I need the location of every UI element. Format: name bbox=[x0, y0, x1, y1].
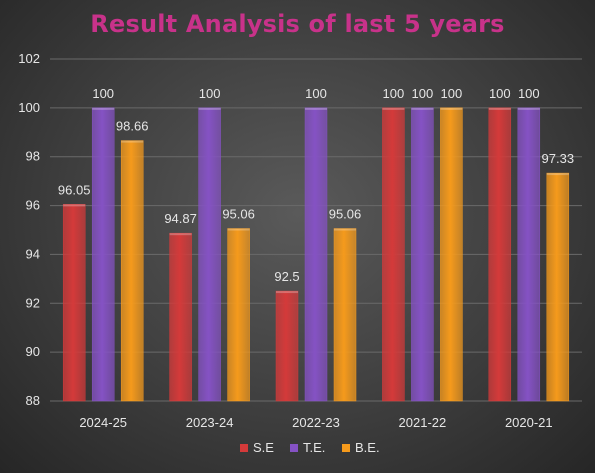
data-label: 100 bbox=[518, 86, 540, 101]
y-tick-label: 94 bbox=[26, 246, 40, 261]
bar-cap bbox=[92, 107, 115, 110]
data-label: 92.5 bbox=[274, 269, 299, 284]
data-label: 97.33 bbox=[542, 151, 575, 166]
y-tick-label: 88 bbox=[26, 393, 40, 408]
bar-te-2021-22 bbox=[411, 107, 434, 402]
bar-cap bbox=[334, 228, 356, 231]
y-tick-label: 98 bbox=[26, 149, 40, 164]
data-label: 100 bbox=[305, 86, 327, 101]
bar-cap bbox=[121, 140, 144, 143]
bar-se-2021-22 bbox=[382, 107, 405, 402]
bar-se-2024-25 bbox=[62, 204, 86, 402]
legend-item-be: B.E. bbox=[342, 440, 380, 455]
data-label: 100 bbox=[489, 86, 511, 101]
data-label: 95.06 bbox=[222, 207, 255, 222]
data-label: 96.05 bbox=[58, 182, 91, 197]
data-label: 100 bbox=[383, 86, 405, 101]
bar-cap bbox=[517, 107, 540, 110]
legend-swatch bbox=[240, 444, 248, 452]
bar-cap bbox=[63, 204, 86, 207]
bar-se-2023-24 bbox=[169, 232, 192, 402]
data-label: 100 bbox=[199, 86, 221, 101]
bar-cap bbox=[276, 291, 298, 294]
bar-cap bbox=[546, 173, 569, 176]
bar-cap bbox=[440, 107, 463, 110]
y-tick-label: 100 bbox=[18, 100, 40, 115]
legend-item-te: T.E. bbox=[290, 440, 325, 455]
x-tick-label: 2020-21 bbox=[505, 415, 553, 430]
bar-cap bbox=[305, 107, 327, 110]
bar-cap bbox=[198, 107, 221, 110]
data-label: 100 bbox=[412, 86, 434, 101]
bar-se-2020-21 bbox=[488, 107, 512, 402]
bar-be-2020-21 bbox=[546, 172, 570, 402]
data-label: 94.87 bbox=[164, 211, 197, 226]
bar-cap bbox=[227, 228, 250, 231]
bar-cap bbox=[382, 107, 405, 110]
bar-cap bbox=[488, 107, 511, 110]
data-label: 100 bbox=[441, 86, 463, 101]
legend-swatch bbox=[290, 444, 298, 452]
bar-te-2024-25 bbox=[91, 107, 115, 402]
bar-be-2022-23 bbox=[333, 228, 357, 402]
bar-te-2022-23 bbox=[304, 107, 328, 402]
data-label: 100 bbox=[92, 86, 114, 101]
bar-cap bbox=[169, 233, 192, 236]
y-tick-label: 96 bbox=[26, 198, 40, 213]
bar-be-2023-24 bbox=[227, 228, 250, 402]
x-tick-label: 2024-25 bbox=[79, 415, 127, 430]
legend-label: S.E bbox=[253, 440, 274, 455]
legend-swatch bbox=[342, 444, 350, 452]
x-tick-label: 2022-23 bbox=[292, 415, 340, 430]
bar-be-2024-25 bbox=[120, 140, 144, 402]
x-tick-label: 2023-24 bbox=[186, 415, 234, 430]
bar-se-2022-23 bbox=[275, 290, 299, 402]
y-tick-label: 102 bbox=[18, 51, 40, 66]
bar-te-2020-21 bbox=[517, 107, 541, 402]
bar-cap bbox=[411, 107, 434, 110]
bar-be-2021-22 bbox=[440, 107, 463, 402]
data-label: 95.06 bbox=[329, 207, 362, 222]
data-label: 98.66 bbox=[116, 119, 149, 134]
legend-item-se: S.E bbox=[240, 440, 274, 455]
x-tick-label: 2021-22 bbox=[399, 415, 447, 430]
y-tick-label: 92 bbox=[26, 295, 40, 310]
y-tick-label: 90 bbox=[26, 344, 40, 359]
legend-label: T.E. bbox=[303, 440, 325, 455]
legend-label: B.E. bbox=[355, 440, 380, 455]
chart-title: Result Analysis of last 5 years bbox=[90, 10, 505, 38]
bar-te-2023-24 bbox=[198, 107, 221, 402]
